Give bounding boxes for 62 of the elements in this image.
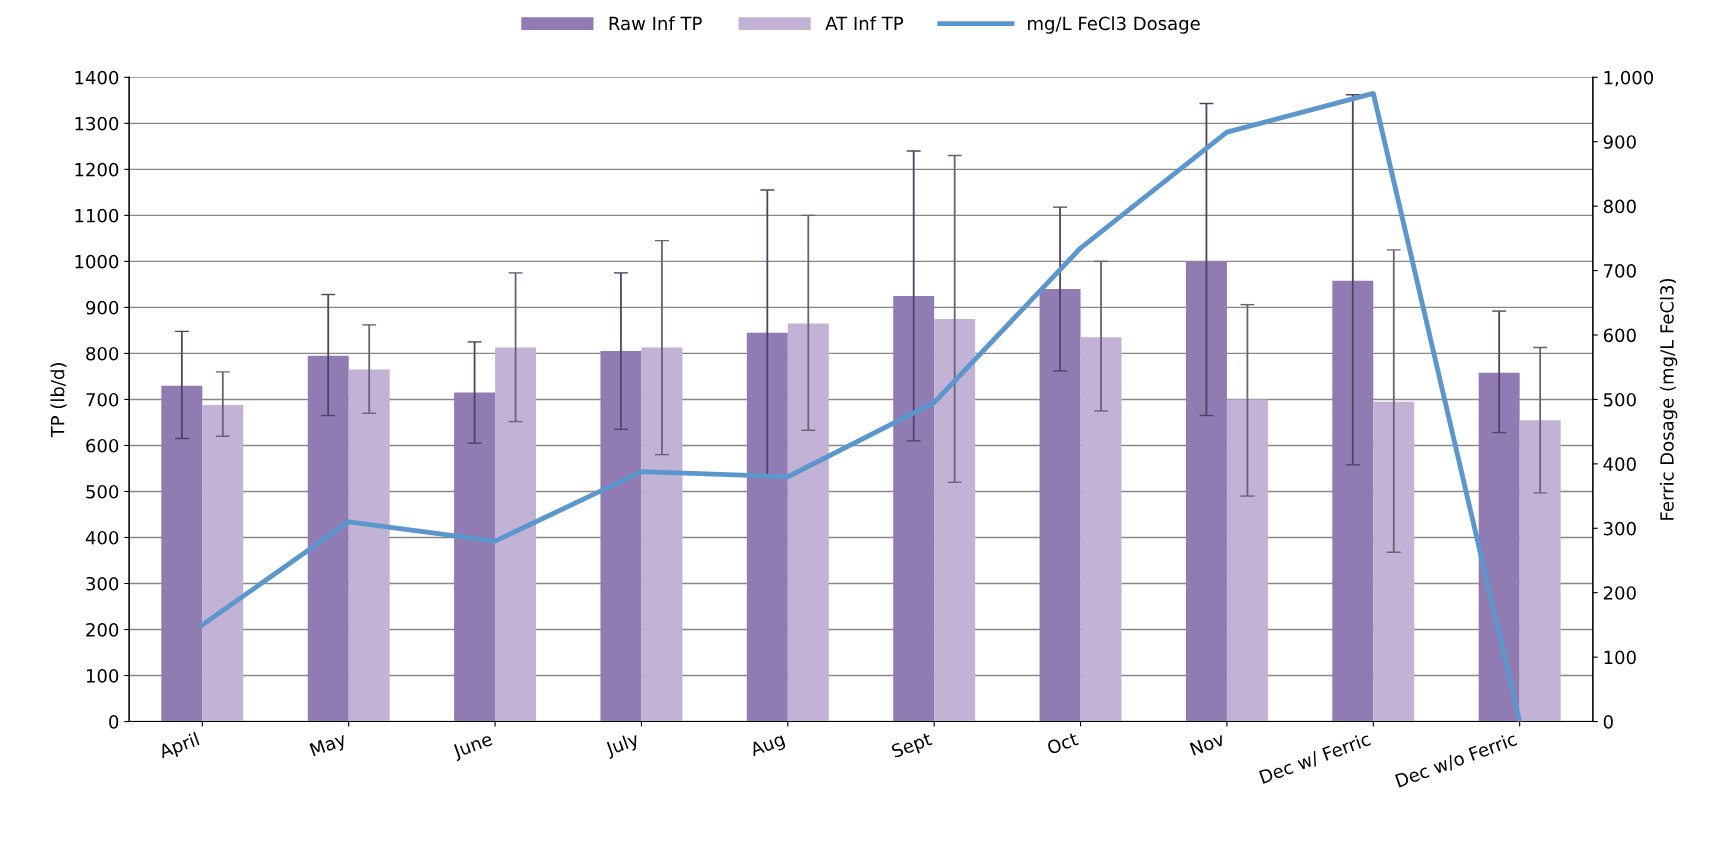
bar [893,295,935,722]
y-tick-label: 300 [86,576,119,591]
y-tick-label: 200 [86,622,119,637]
y-tick-label: 1200 [75,162,119,177]
bar [307,355,349,722]
x-tick-label: May [309,731,349,760]
bar [1080,337,1122,722]
y2-tick-label: 200 [1603,586,1636,600]
y-axis-title: TP (lb/d) [50,363,67,438]
bar [348,369,390,722]
x-tick-label: July [604,731,641,760]
bar [1185,261,1227,722]
y2-tick-label: 100 [1604,650,1636,665]
y-tick-label: 800 [86,346,119,361]
y2-tick-label: 500 [1603,392,1636,407]
y2-tick-label: 400 [1603,457,1636,471]
legend-label: AT Inf TP [825,16,904,30]
x-tick-label: Oct [1046,731,1079,755]
x-tick-label: Dec w/o Ferric [1394,731,1518,790]
y-tick-label: 1000 [75,254,119,269]
x-tick-label: Nov [1189,731,1226,756]
y-tick-label: 100 [86,669,119,683]
y-tick-label: 1100 [75,208,119,223]
y-tick-label: 0 [109,715,119,729]
bar [641,347,683,722]
y-tick-label: 1400 [75,70,119,85]
bar [495,347,537,722]
line-series [199,90,1523,722]
y2-tick-label: 600 [1603,328,1636,343]
x-tick-label: April [157,731,201,762]
bar [1039,288,1081,722]
x-tick-label: Dec w/ Ferric [1258,731,1372,786]
y-tick-label: 1300 [75,116,119,131]
y-tick-label: 600 [86,438,119,453]
bar [1373,401,1415,722]
bar [787,323,829,722]
bar [1519,420,1561,722]
y2-tick-label: 0 [1603,715,1613,729]
legend-label: Raw Inf TP [609,16,702,31]
y2-tick-label: 300 [1603,521,1636,536]
bar [161,385,203,722]
y2-axis-title: Ferric Dosage (mg/L FeCl3) [1659,278,1678,520]
x-tick-label: June [451,732,495,762]
bar [454,392,496,722]
y2-tick-label: 700 [1604,264,1636,278]
bar [1478,372,1520,722]
y-tick-label: 500 [86,484,119,499]
y2-tick-label: 900 [1603,135,1636,149]
bar [746,332,788,722]
y2-tick-label: 1,000 [1604,70,1654,87]
bar [600,351,642,722]
bar [202,404,244,722]
x-tick-label: Aug [749,732,787,760]
x-tick-label: Sept [890,731,934,762]
y-tick-label: 400 [85,530,119,545]
y-tick-label: 900 [86,300,119,315]
y-tick-label: 700 [86,392,119,407]
y2-tick-label: 800 [1603,199,1636,214]
legend-label: mg/L FeCl3 Dosage [1028,16,1200,34]
bar [1226,399,1268,722]
bar [1332,280,1374,722]
bar [934,318,976,722]
